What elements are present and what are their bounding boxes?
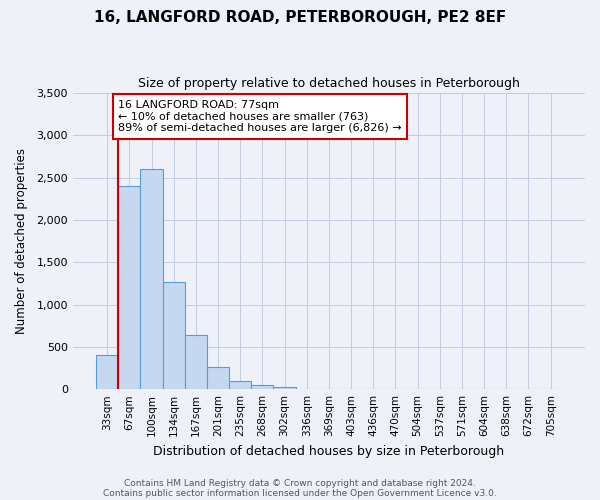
Bar bbox=[118, 186, 140, 389]
Title: Size of property relative to detached houses in Peterborough: Size of property relative to detached ho… bbox=[138, 78, 520, 90]
X-axis label: Distribution of detached houses by size in Peterborough: Distribution of detached houses by size … bbox=[154, 444, 505, 458]
Bar bbox=[251, 384, 274, 389]
Bar bbox=[163, 282, 185, 389]
Text: Contains public sector information licensed under the Open Government Licence v3: Contains public sector information licen… bbox=[103, 488, 497, 498]
Bar bbox=[140, 169, 163, 389]
Bar bbox=[185, 335, 207, 389]
Bar bbox=[207, 367, 229, 389]
Text: 16 LANGFORD ROAD: 77sqm
← 10% of detached houses are smaller (763)
89% of semi-d: 16 LANGFORD ROAD: 77sqm ← 10% of detache… bbox=[118, 100, 402, 133]
Text: 16, LANGFORD ROAD, PETERBOROUGH, PE2 8EF: 16, LANGFORD ROAD, PETERBOROUGH, PE2 8EF bbox=[94, 10, 506, 25]
Bar bbox=[274, 386, 296, 389]
Text: Contains HM Land Registry data © Crown copyright and database right 2024.: Contains HM Land Registry data © Crown c… bbox=[124, 478, 476, 488]
Y-axis label: Number of detached properties: Number of detached properties bbox=[15, 148, 28, 334]
Bar bbox=[229, 380, 251, 389]
Bar bbox=[96, 356, 118, 389]
